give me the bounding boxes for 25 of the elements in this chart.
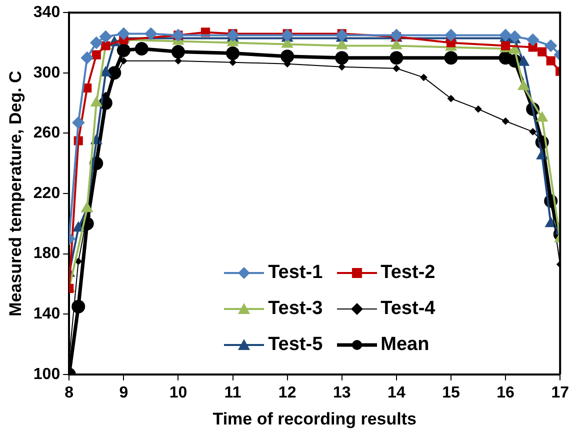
x-tick-label: 14: [388, 384, 406, 402]
y-tick-label: 260: [33, 124, 60, 142]
legend-label: Test-1: [268, 262, 323, 284]
legend-label: Test-4: [380, 298, 436, 320]
y-tick-label: 220: [33, 184, 60, 202]
x-tick-label: 11: [224, 384, 242, 402]
x-tick-label: 8: [64, 384, 74, 402]
legend-label: Test-5: [268, 334, 323, 356]
x-tick-label: 10: [169, 384, 188, 402]
legend-label: Test-2: [380, 262, 436, 284]
y-axis-title: Measured temperature, Deg. C: [6, 70, 25, 316]
y-tick-label: 100: [33, 366, 60, 383]
x-tick-label: 9: [119, 384, 128, 402]
y-tick-label: 340: [33, 4, 60, 22]
y-tick-label: 300: [33, 64, 60, 82]
legend-label: Mean: [380, 334, 430, 356]
x-tick-label: 15: [442, 384, 460, 402]
legend-label: Test-3: [268, 298, 323, 320]
y-tick-label: 140: [33, 306, 60, 323]
y-tick-label: 180: [33, 245, 60, 262]
x-tick-label: 16: [496, 384, 515, 402]
x-tick-label: 17: [551, 384, 570, 402]
x-tick-label: 12: [278, 384, 296, 402]
x-tick-label: 13: [332, 384, 351, 402]
x-axis-title: Time of recording results: [212, 409, 416, 428]
